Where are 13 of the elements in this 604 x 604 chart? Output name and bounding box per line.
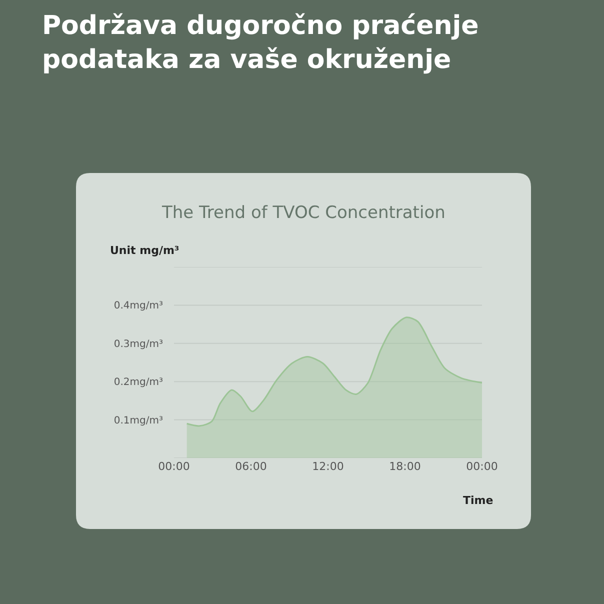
y-tick-label: 0.1mg/m³: [114, 415, 163, 426]
x-axis-title: Time: [463, 494, 494, 507]
chart-title: Podržava dugoročno praćenje podataka za vaše okruženje: [42, 11, 479, 75]
y-tick-label: 0.4mg/m³: [114, 300, 163, 312]
x-tick-label: 06:00: [235, 460, 267, 473]
y-tick-label: 0.3mg/m³: [114, 338, 163, 350]
x-tick-label: 12:00: [312, 460, 344, 473]
x-tick-label: 00:00: [158, 460, 190, 473]
x-tick-label: 18:00: [389, 460, 421, 473]
chart-subtitle: The Trend of TVOC Concentration: [161, 203, 446, 223]
x-tick-label: 00:00: [466, 460, 498, 473]
y-tick-label: 0.2mg/m³: [114, 377, 163, 388]
y-axis-title: Unit mg/m³: [110, 244, 180, 257]
